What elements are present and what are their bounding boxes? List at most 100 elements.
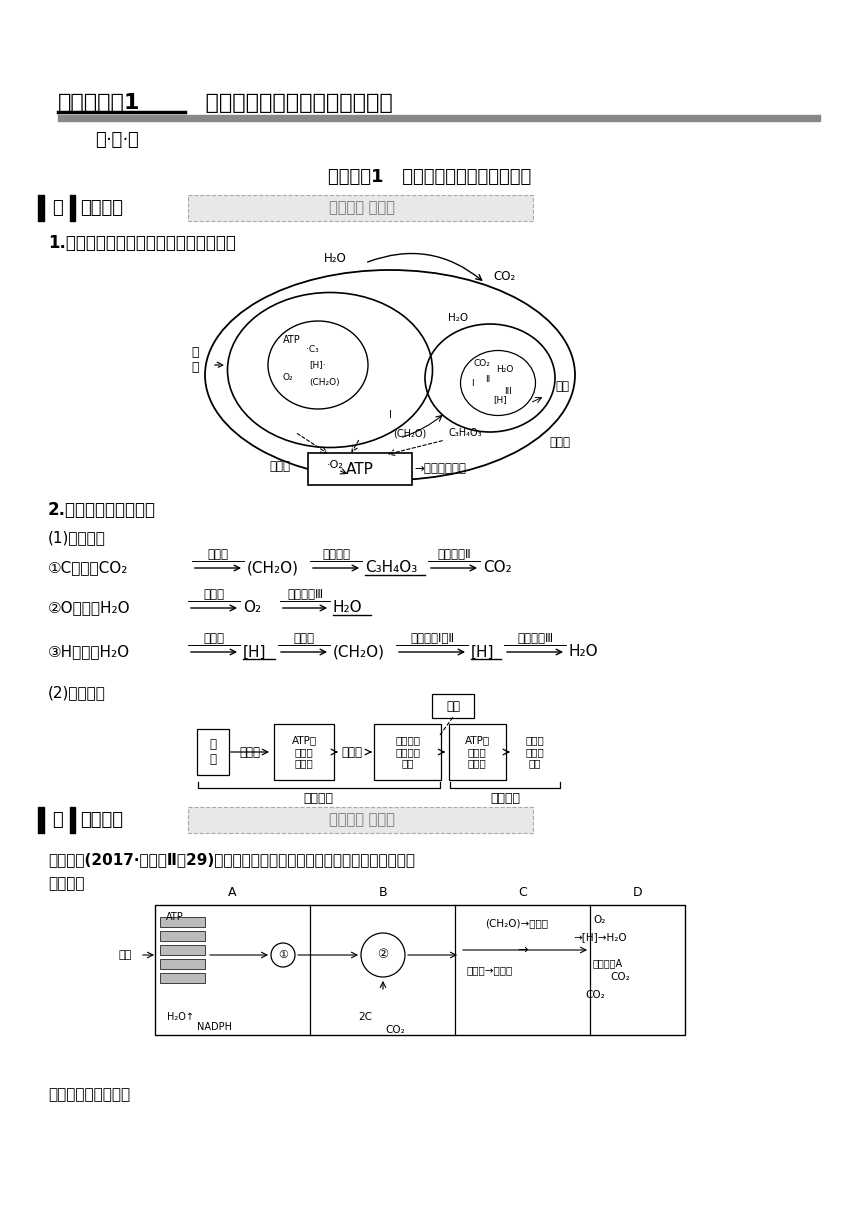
Text: 叶绿体: 叶绿体 — [269, 461, 291, 473]
Text: III: III — [504, 388, 512, 396]
Text: O₂: O₂ — [283, 373, 293, 383]
Text: ②: ② — [378, 948, 389, 962]
Text: I: I — [389, 410, 391, 420]
Text: →[H]→H₂O: →[H]→H₂O — [573, 931, 627, 942]
FancyBboxPatch shape — [188, 807, 533, 833]
Text: B: B — [378, 886, 387, 900]
Text: C: C — [519, 886, 527, 900]
Text: 光反应: 光反应 — [204, 631, 224, 644]
Text: 2.流程法理清两个联系: 2.流程法理清两个联系 — [48, 501, 156, 519]
Text: 考点加强课1: 考点加强课1 — [58, 92, 140, 113]
Text: 乙酰辅酶A: 乙酰辅酶A — [593, 958, 623, 968]
Text: 暗反应: 暗反应 — [341, 745, 363, 759]
Text: ·O₂: ·O₂ — [327, 460, 343, 471]
FancyBboxPatch shape — [197, 730, 229, 775]
Text: 暗反应: 暗反应 — [207, 547, 229, 561]
FancyBboxPatch shape — [160, 917, 205, 927]
Text: 高考真题: 高考真题 — [80, 811, 123, 829]
Text: 光合作用与呼吸作用的综合分析: 光合作用与呼吸作用的综合分析 — [190, 92, 393, 113]
Text: D: D — [633, 886, 642, 900]
Text: [H]·: [H]· — [310, 360, 326, 370]
FancyBboxPatch shape — [274, 724, 334, 779]
Text: 据图回答下列问题：: 据图回答下列问题： — [48, 1087, 130, 1103]
FancyBboxPatch shape — [160, 931, 205, 941]
Text: 细胞呼吸: 细胞呼吸 — [490, 792, 520, 805]
Text: I: I — [470, 378, 473, 388]
Text: CO₂: CO₂ — [585, 990, 605, 1000]
Text: 展·探·练: 展·探·练 — [95, 131, 138, 150]
Text: 示意图。: 示意图。 — [48, 877, 84, 891]
Text: [H]: [H] — [493, 395, 507, 405]
FancyBboxPatch shape — [432, 694, 474, 717]
Text: H₂O: H₂O — [496, 366, 513, 375]
FancyBboxPatch shape — [308, 454, 412, 485]
Text: 光反应: 光反应 — [204, 587, 224, 601]
Text: 有氧呼吸Ⅲ: 有氧呼吸Ⅲ — [517, 631, 553, 644]
Text: [H]: [H] — [471, 644, 494, 659]
Text: [H]: [H] — [243, 644, 267, 659]
Text: 1.图解法理解光合作用与细胞呼吸的联系: 1.图解法理解光合作用与细胞呼吸的联系 — [48, 233, 236, 252]
Text: (CH₂O)→葡萄糖: (CH₂O)→葡萄糖 — [485, 918, 548, 928]
Text: 展: 展 — [52, 199, 63, 216]
Text: C₃H₄O₃: C₃H₄O₃ — [448, 428, 482, 438]
Text: 线粒体: 线粒体 — [550, 437, 570, 450]
Text: 探究高考 明考向: 探究高考 明考向 — [329, 812, 395, 828]
FancyBboxPatch shape — [160, 973, 205, 983]
Text: 规律方法: 规律方法 — [80, 199, 123, 216]
Text: 有氧呼吸: 有氧呼吸 — [322, 547, 350, 561]
Text: (CH₂O): (CH₂O) — [310, 377, 341, 387]
Text: O₂: O₂ — [593, 914, 606, 925]
Text: ATP: ATP — [346, 462, 374, 477]
FancyBboxPatch shape — [188, 195, 533, 221]
Text: CO₂: CO₂ — [483, 561, 512, 575]
Text: A: A — [228, 886, 236, 900]
Text: ③H元素：H₂O: ③H元素：H₂O — [48, 644, 130, 659]
Text: II: II — [485, 376, 490, 384]
Text: 重点题型1   光合作用和细胞呼吸的关系: 重点题型1 光合作用和细胞呼吸的关系 — [329, 168, 531, 186]
Text: (1)物质联系: (1)物质联系 — [48, 530, 106, 546]
Text: →: → — [518, 944, 528, 957]
Text: 丙酮酸→丙酮酸: 丙酮酸→丙酮酸 — [467, 966, 513, 975]
Text: (CH₂O): (CH₂O) — [333, 644, 385, 659]
Text: 暗反应: 暗反应 — [293, 631, 315, 644]
Text: →各项生命活动: →各项生命活动 — [414, 462, 466, 475]
Text: ATP中
活跃的
化学能: ATP中 活跃的 化学能 — [292, 736, 316, 769]
Text: 有氧呼吸Ⅲ: 有氧呼吸Ⅲ — [287, 587, 323, 601]
Text: 有机物中
稳定的化
学能: 有机物中 稳定的化 学能 — [396, 736, 421, 769]
Text: ATP: ATP — [166, 912, 184, 922]
Text: CO₂: CO₂ — [610, 972, 630, 983]
Text: 【例证】(2017·全国卷Ⅱ，29)下图是表示某植物叶肉细胞光合作用和呼吸作用的: 【例证】(2017·全国卷Ⅱ，29)下图是表示某植物叶肉细胞光合作用和呼吸作用的 — [48, 852, 415, 867]
Text: 2C: 2C — [358, 1012, 372, 1021]
Text: 热能: 热能 — [446, 699, 460, 713]
Text: C₃H₄O₃: C₃H₄O₃ — [365, 561, 417, 575]
Text: 有氧呼吸Ⅱ: 有氧呼吸Ⅱ — [437, 547, 471, 561]
Text: (CH₂O): (CH₂O) — [393, 428, 427, 438]
FancyBboxPatch shape — [374, 724, 441, 779]
Text: 探: 探 — [52, 811, 63, 829]
Text: 热能: 热能 — [555, 379, 569, 393]
Text: CO₂: CO₂ — [385, 1025, 405, 1035]
Text: 有氧呼吸Ⅰ、Ⅱ: 有氧呼吸Ⅰ、Ⅱ — [410, 631, 454, 644]
Text: H₂O↑: H₂O↑ — [167, 1012, 194, 1021]
FancyBboxPatch shape — [449, 724, 506, 779]
Text: H₂O: H₂O — [569, 644, 599, 659]
Text: (CH₂O): (CH₂O) — [247, 561, 299, 575]
Text: 用于各
项生命
活动: 用于各 项生命 活动 — [525, 736, 544, 769]
Text: ①: ① — [278, 950, 288, 959]
Text: 光合作用: 光合作用 — [303, 792, 333, 805]
Text: O₂: O₂ — [243, 601, 261, 615]
Text: NADPH: NADPH — [198, 1021, 232, 1032]
Text: ATP: ATP — [283, 334, 301, 345]
Text: 光
能: 光 能 — [210, 738, 217, 766]
Text: ①C元素：CO₂: ①C元素：CO₂ — [48, 561, 128, 575]
Text: 技法必备 巧攻关: 技法必备 巧攻关 — [329, 201, 395, 215]
Text: 光
能: 光 能 — [191, 347, 199, 375]
Text: H₂O: H₂O — [448, 313, 468, 323]
Text: 光反应: 光反应 — [239, 745, 261, 759]
Text: ②O元素：H₂O: ②O元素：H₂O — [48, 601, 131, 615]
Text: ·C₃: ·C₃ — [305, 345, 318, 355]
Text: H₂O: H₂O — [323, 252, 347, 265]
FancyBboxPatch shape — [160, 959, 205, 969]
Text: (2)能量联系: (2)能量联系 — [48, 686, 106, 700]
Text: 光能: 光能 — [119, 950, 132, 959]
